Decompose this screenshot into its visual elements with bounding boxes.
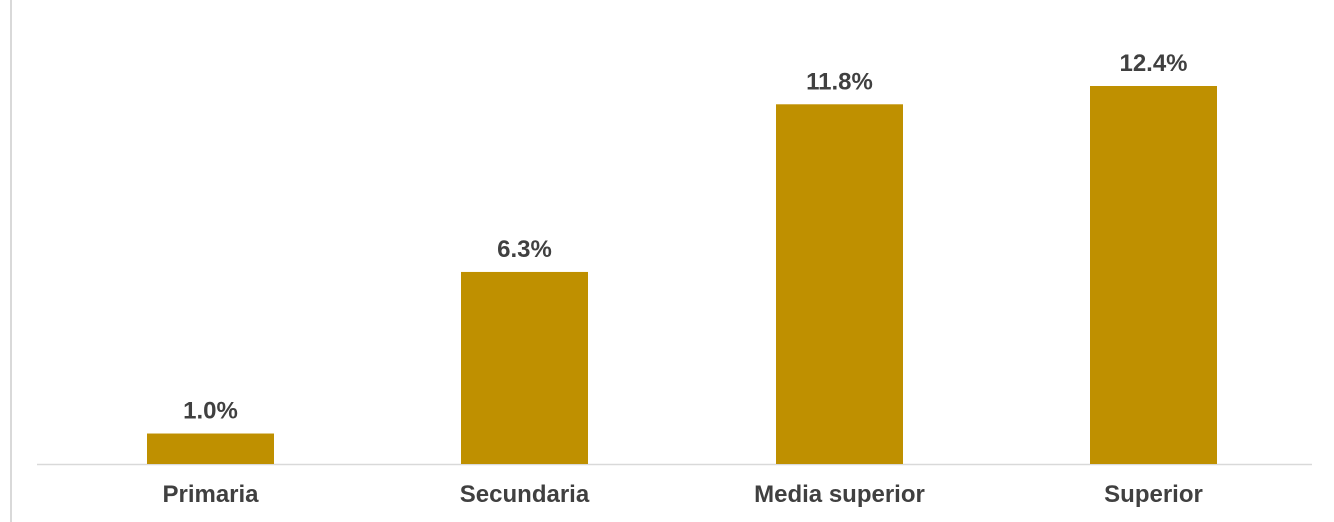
- category-label-media-superior: Media superior: [754, 481, 925, 508]
- data-label-superior: 12.4%: [1119, 50, 1187, 77]
- bar-media-superior: [776, 104, 903, 465]
- category-labels-group: Primaria Secundaria Media superior Superior: [162, 481, 1202, 508]
- bar-superior: [1090, 86, 1217, 464]
- data-label-primaria: 1.0%: [183, 398, 238, 425]
- category-label-secundaria: Secundaria: [460, 481, 590, 508]
- data-labels-group: 1.0% 6.3% 11.8% 12.4%: [183, 50, 1187, 425]
- category-label-primaria: Primaria: [162, 481, 259, 508]
- bar-secundaria: [461, 271, 588, 464]
- left-border-line: [10, 0, 12, 522]
- data-label-media-superior: 11.8%: [806, 68, 873, 95]
- bar-primaria: [147, 433, 274, 464]
- category-label-superior: Superior: [1104, 481, 1203, 508]
- bars-group: [147, 86, 1217, 465]
- data-label-secundaria: 6.3%: [497, 236, 552, 263]
